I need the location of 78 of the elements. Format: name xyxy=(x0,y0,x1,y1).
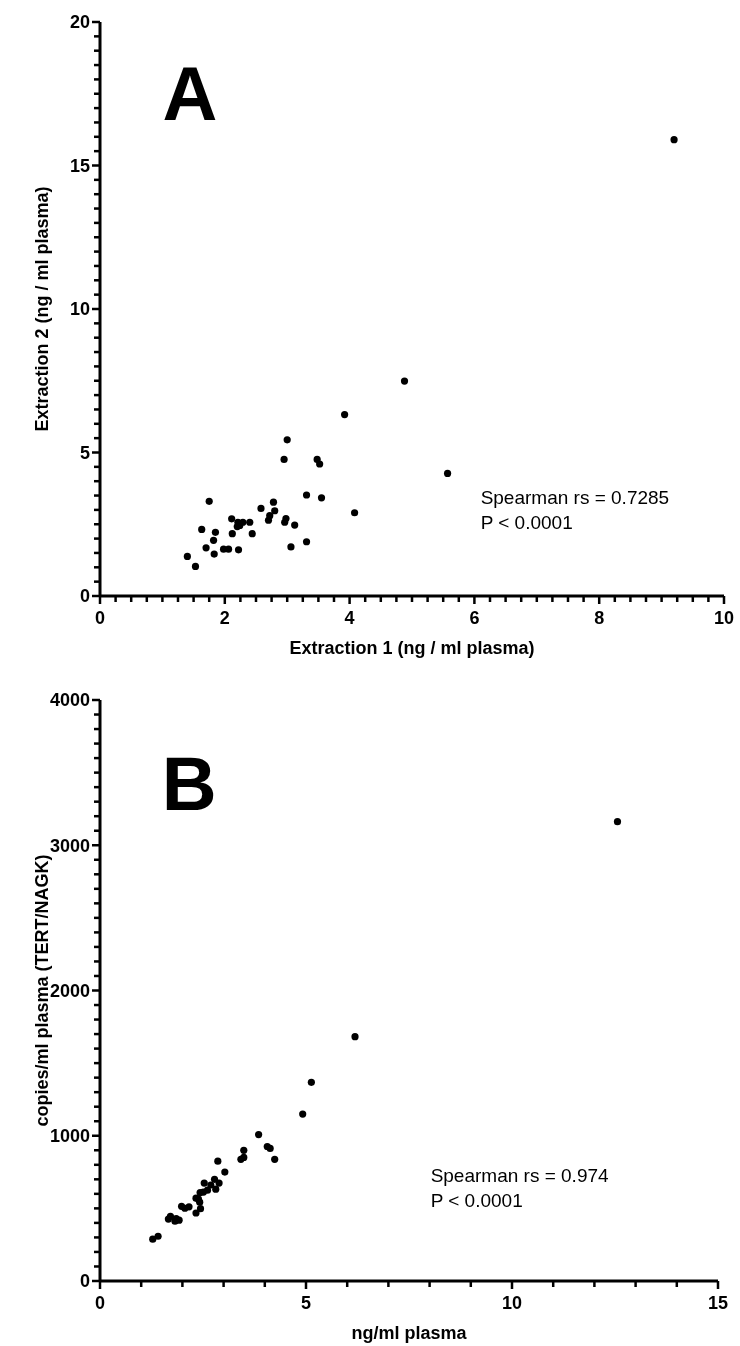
point xyxy=(240,1146,248,1154)
y-axis-title: copies/ml plasma (TERT/NAGK) xyxy=(32,854,52,1127)
point xyxy=(255,1130,263,1139)
y-tick-label: 3000 xyxy=(49,835,90,856)
y-tick-label: 1000 xyxy=(49,1126,90,1147)
point xyxy=(200,1179,208,1187)
annotation: P < 0.0001 xyxy=(430,1190,523,1212)
y-tick-label: 2000 xyxy=(49,980,90,1001)
point xyxy=(246,518,254,526)
point xyxy=(341,411,349,419)
point xyxy=(205,497,213,505)
point xyxy=(264,516,273,524)
point xyxy=(613,818,622,826)
x-tick-label: 0 xyxy=(94,608,106,628)
point xyxy=(287,543,295,551)
point xyxy=(211,528,220,536)
point xyxy=(214,1157,222,1165)
point xyxy=(400,377,409,385)
point xyxy=(443,469,452,478)
x-axis-title: Extraction 1 (ng / ml plasma) xyxy=(289,638,535,658)
y-tick-label: 5 xyxy=(79,442,90,463)
point xyxy=(228,530,236,538)
point xyxy=(291,521,299,529)
point xyxy=(191,562,200,571)
chart-title: A xyxy=(162,50,218,136)
point xyxy=(281,518,289,526)
point xyxy=(221,1168,229,1176)
y-tick-label: 15 xyxy=(69,155,90,176)
point xyxy=(670,136,678,144)
point xyxy=(248,530,256,538)
x-tick-label: 2 xyxy=(219,608,230,628)
x-tick-label: 15 xyxy=(707,1293,729,1313)
x-tick-label: 6 xyxy=(469,608,480,628)
point xyxy=(283,436,291,444)
y-tick-label: 4000 xyxy=(49,690,90,711)
annotation: Spearman rs = 0.7285 xyxy=(480,487,670,509)
x-tick-label: 4 xyxy=(344,608,355,628)
point xyxy=(212,1185,220,1193)
point xyxy=(192,1209,200,1217)
y-tick-label: 10 xyxy=(69,299,90,320)
x-tick-label: 0 xyxy=(94,1293,106,1313)
x-tick-label: 10 xyxy=(501,1293,523,1313)
point xyxy=(302,491,311,499)
y-tick-label: 0 xyxy=(79,1271,90,1292)
point xyxy=(210,1175,219,1183)
point xyxy=(210,550,218,558)
point xyxy=(154,1232,162,1240)
point xyxy=(350,509,359,517)
point xyxy=(234,546,243,554)
x-axis-title: ng/ml plasma xyxy=(351,1323,468,1343)
x-tick-label: 5 xyxy=(300,1293,312,1313)
point xyxy=(228,515,236,523)
point xyxy=(209,536,218,544)
point xyxy=(149,1235,157,1243)
point xyxy=(183,552,191,560)
point xyxy=(302,538,311,546)
point xyxy=(271,507,279,515)
point xyxy=(307,1078,315,1086)
point xyxy=(317,494,326,502)
point xyxy=(299,1110,307,1118)
point xyxy=(196,1205,205,1213)
point xyxy=(351,1033,359,1041)
point xyxy=(316,460,324,468)
point xyxy=(257,504,265,513)
annotation: P < 0.0001 xyxy=(480,512,573,534)
point xyxy=(271,1155,279,1163)
y-tick-label: 20 xyxy=(69,12,90,33)
annotation: Spearman rs = 0.974 xyxy=(430,1165,610,1187)
point xyxy=(280,455,288,463)
point xyxy=(215,1179,223,1187)
point xyxy=(269,498,278,506)
x-tick-label: 10 xyxy=(713,608,735,628)
y-axis-title: Extraction 2 (ng / ml plasma) xyxy=(32,186,52,432)
text: B xyxy=(161,741,217,827)
point xyxy=(198,525,206,534)
point xyxy=(202,544,210,552)
x-tick-label: 8 xyxy=(594,608,605,628)
y-tick-label: 0 xyxy=(79,586,90,607)
